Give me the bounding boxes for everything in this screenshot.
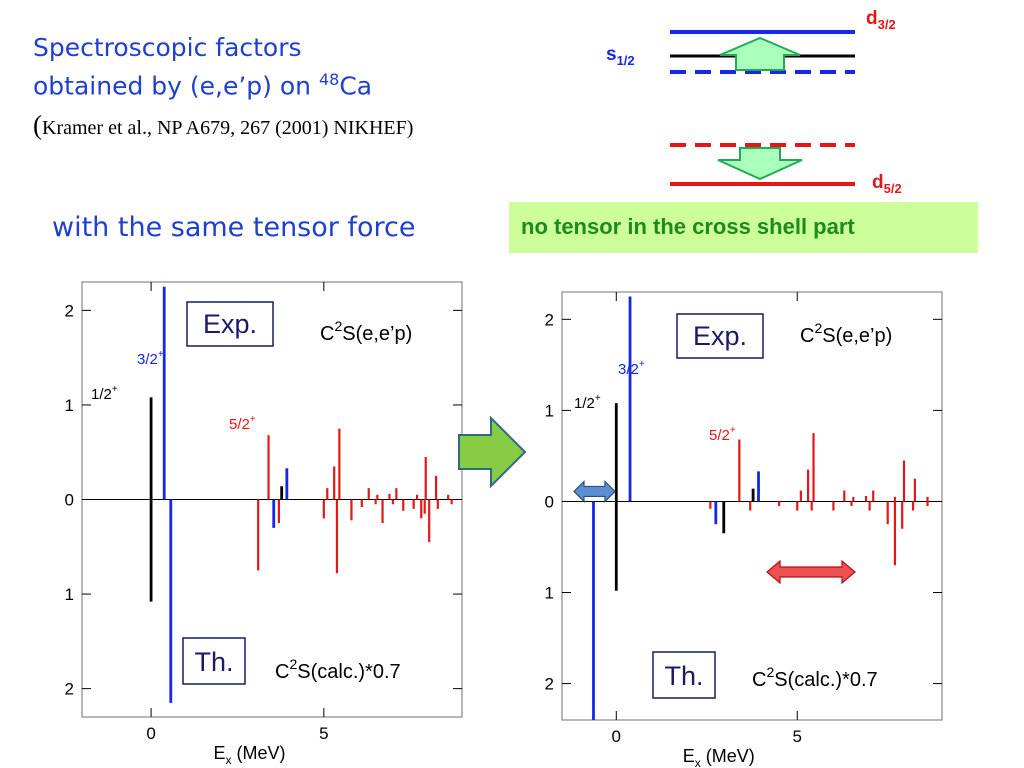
y-tick-label: 2 [545, 310, 554, 329]
title-line-2: obtained by (e,e’p) on 48Ca [33, 70, 372, 100]
x-axis-label-sub: x [695, 756, 701, 768]
plot-frame [561, 291, 943, 721]
exp-box-label: Exp. [693, 321, 747, 351]
right-caption: no tensor in the cross shell part [521, 214, 855, 239]
exp-formula-sup: 2 [334, 318, 342, 334]
exp-formula: C2S(e,e’p) [800, 320, 892, 347]
state-label-sup: + [112, 384, 118, 395]
state-label-sup: + [158, 349, 164, 360]
state-label-base: 3/2 [137, 351, 158, 368]
th-box [652, 651, 716, 699]
x-tick-label: 0 [612, 727, 621, 746]
th-box-label: Th. [194, 647, 233, 677]
state-label: 1/2+ [574, 393, 601, 412]
th-formula-sup: 2 [766, 664, 774, 680]
th-formula-pre: C [752, 669, 766, 691]
y-tick-label: 2 [65, 301, 74, 320]
reference: (Kramer et al., NP A679, 267 (2001) NIKH… [33, 110, 413, 141]
exp-formula-sup: 2 [814, 320, 822, 336]
title-line-2-prefix: obtained by (e,e’p) on [33, 71, 319, 101]
reference-text: Kramer et al., NP A679, 267 (2001) NIKHE… [42, 117, 414, 139]
left-caption: with the same tensor force [52, 212, 416, 243]
d32-label: d3/2 [866, 8, 896, 32]
state-label: 3/2+ [137, 349, 164, 368]
s12-label: s1/2 [606, 44, 635, 68]
big-right-arrow-icon [458, 415, 527, 489]
up-arrow-icon [719, 36, 801, 71]
state-label-sup: + [639, 359, 645, 370]
state-label: 5/2+ [709, 425, 736, 444]
x-tick-label: 5 [319, 724, 328, 743]
title-element: Ca [339, 71, 373, 101]
x-axis-label-unit: (MeV) [701, 746, 755, 766]
title-mass-number: 48 [318, 70, 340, 89]
x-axis-label-E: E [213, 743, 225, 763]
y-tick-label: 1 [65, 396, 74, 415]
exp-formula-post: S(e,e’p) [822, 325, 892, 347]
state-label-base: 5/2 [229, 416, 250, 433]
down-arrow-icon [717, 147, 803, 181]
level-diagram [670, 30, 855, 186]
title-line-1: Spectroscopic factors [33, 33, 302, 62]
state-label-base: 1/2 [91, 386, 112, 403]
y-tick-label: 2 [545, 675, 554, 694]
y-tick-label: 1 [65, 585, 74, 604]
exp-formula-post: S(e,e’p) [342, 323, 412, 345]
x-tick-label: 0 [146, 724, 155, 743]
state-label-sup: + [730, 425, 736, 436]
exp-formula-pre: C [800, 325, 814, 347]
th-box [182, 637, 246, 685]
state-label: 3/2+ [618, 359, 645, 378]
th-formula-post: S(calc.)*0.7 [297, 661, 400, 683]
y-tick-label: 0 [65, 491, 74, 510]
state-label-base: 1/2 [574, 395, 595, 412]
x-axis-label-sub: x [225, 753, 231, 767]
th-formula-post: S(calc.)*0.7 [774, 669, 877, 691]
th-formula: C2S(calc.)*0.7 [752, 664, 878, 691]
double-arrow-red-icon [766, 559, 856, 585]
x-tick-label: 5 [793, 727, 802, 746]
d52-label: d5/2 [872, 172, 902, 196]
th-formula-pre: C [275, 661, 289, 683]
exp-formula-pre: C [320, 323, 334, 345]
th-formula-sup: 2 [289, 656, 297, 672]
x-axis-label: Ex (MeV) [683, 746, 755, 768]
x-axis-label-unit: (MeV) [231, 743, 285, 763]
state-label-base: 3/2 [618, 361, 639, 378]
state-label-base: 5/2 [709, 427, 730, 444]
reference-open-paren: ( [33, 110, 42, 140]
th-formula: C2S(calc.)*0.7 [275, 656, 401, 683]
state-label: 5/2+ [229, 414, 256, 433]
exp-box-label: Exp. [203, 309, 257, 339]
state-label-sup: + [595, 393, 601, 404]
exp-box [186, 301, 274, 347]
state-label-sup: + [250, 414, 256, 425]
double-arrow-blue-icon [573, 479, 616, 503]
x-axis-label-E: E [683, 746, 695, 766]
y-tick-label: 1 [545, 401, 554, 420]
y-tick-label: 2 [65, 680, 74, 699]
x-axis-label: Ex (MeV) [213, 743, 285, 767]
exp-box [676, 313, 764, 359]
y-tick-label: 1 [545, 584, 554, 603]
state-label: 1/2+ [91, 384, 118, 403]
exp-formula: C2S(e,e’p) [320, 318, 412, 345]
th-box-label: Th. [664, 661, 703, 691]
no-tensor-box: no tensor in the cross shell part [509, 202, 978, 253]
y-tick-label: 0 [545, 492, 554, 511]
